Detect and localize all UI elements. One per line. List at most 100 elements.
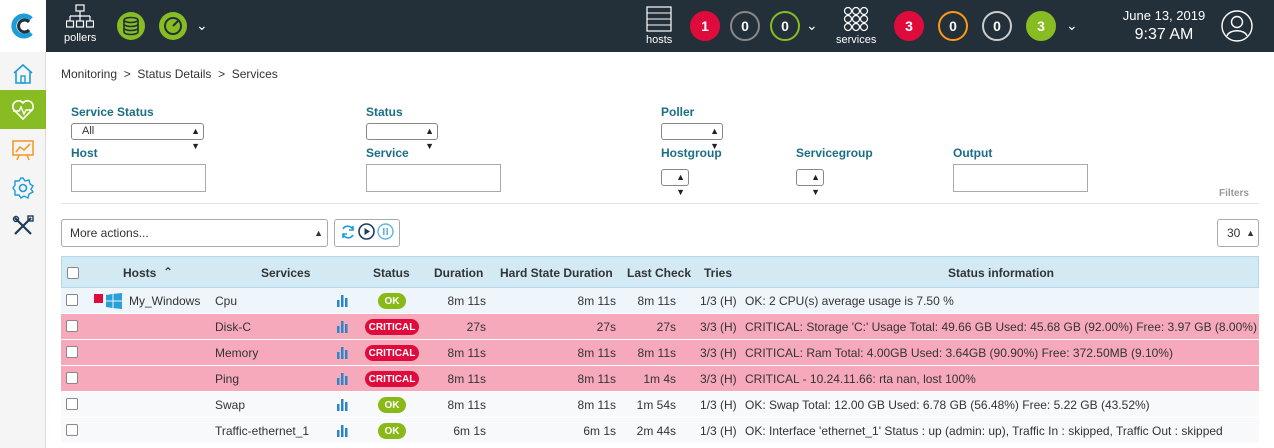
select-all-checkbox[interactable] [67,267,79,279]
output-input[interactable] [953,164,1088,192]
graph-icon[interactable] [336,321,350,333]
host-label: Host [71,146,98,160]
sidebar-item-configuration[interactable] [0,168,46,207]
table-row[interactable]: Ping CRITICAL 8m 11s 8m 11s 1m 4s 3/3 (H) CRIT… [61,366,1259,392]
col-status[interactable]: Status [373,266,410,280]
status-counter[interactable]: 0 [730,11,760,41]
hard-state-duration: 27s [596,320,616,334]
service-name[interactable]: Ping [215,372,240,386]
graph-icon[interactable] [336,347,350,359]
services-button[interactable]: services [836,6,876,46]
user-profile-button[interactable] [1221,10,1253,45]
table-row[interactable]: Disk-C CRITICAL 27s 27s 27s 3/3 (H) CRITICAL: … [61,314,1259,340]
filters-toggle[interactable]: Filters [1218,188,1249,199]
poller-select[interactable]: ▲ ▼ [661,123,723,151]
col-tries[interactable]: Tries [704,266,733,280]
table-row[interactable]: My_Windows Cpu OK 8m 11s 8m 11s 8m 11s 1/3 (H)… [61,288,1259,314]
more-actions-select[interactable]: More actions... ▲▼ [61,219,328,264]
status-counter[interactable]: 0 [938,11,968,41]
table-header: Hosts ⌃ Services Status Duration Hard St… [61,256,1259,288]
pause-button[interactable] [377,223,394,243]
services-label: services [836,34,877,46]
status-badge: OK [378,397,406,413]
last-check: 8m 11s [637,346,676,360]
status-counter[interactable]: 3 [1026,11,1056,41]
col-hard-state-duration[interactable]: Hard State Duration [500,266,613,280]
sidebar-item-home[interactable] [0,54,46,93]
refresh-button[interactable] [340,224,356,243]
graph-icon[interactable] [336,295,350,307]
status-information: OK: Swap Total: 12.00 GB Used: 6.78 GB (… [745,398,1150,412]
table-row[interactable]: Swap OK 8m 11s 8m 11s 1m 54s 1/3 (H) OK: Swap … [61,392,1259,418]
col-duration[interactable]: Duration [434,266,484,280]
row-checkbox[interactable] [66,294,78,306]
tools-icon [12,214,34,235]
breadcrumb[interactable]: Monitoring > Status Details > Services [61,67,278,81]
results-per-page-select[interactable]: 30 ▲▼ [1217,219,1259,264]
latency-status-icon[interactable] [158,11,188,44]
clock: June 13, 2019 9:37 AM [1104,8,1224,44]
chevron-down-icon[interactable]: ⌄ [806,17,818,33]
status-information: OK: Interface 'ethernet_1' Status : up (… [745,424,1223,438]
row-checkbox[interactable] [66,372,78,384]
service-name[interactable]: Memory [215,346,259,360]
status-badge: OK [378,293,406,309]
row-checkbox[interactable] [66,398,78,410]
hostgroup-select[interactable]: ▲ ▼ [661,169,689,197]
sidebar-item-monitoring[interactable] [0,90,46,129]
tries: 1/3 (H) [700,398,737,412]
host-state-indicator [94,294,103,303]
chevron-down-icon[interactable]: ⌄ [1066,17,1078,33]
pollers-button[interactable]: pollers [64,4,96,44]
col-status-information[interactable]: Status information [948,266,1055,280]
status-counter[interactable]: 3 [894,11,924,41]
gear-icon [12,176,35,199]
play-icon [358,223,375,240]
host-input[interactable] [71,164,206,192]
graph-icon[interactable] [336,399,350,411]
graph-icon[interactable] [336,373,350,385]
user-icon [1221,10,1253,42]
sort-asc-icon[interactable]: ⌃ [163,265,174,279]
status-counter[interactable]: 0 [982,11,1012,41]
database-status-icon[interactable] [116,11,146,44]
sidebar [0,52,46,448]
table-row[interactable]: Traffic-ethernet_1 OK 6m 1s 6m 1s 2m 44s 1/3 … [61,418,1259,444]
col-hosts[interactable]: Hosts [123,266,157,280]
tries: 3/3 (H) [700,320,737,334]
sidebar-item-administration[interactable] [0,206,46,245]
status-counter[interactable]: 1 [690,11,720,41]
hostgroup-label: Hostgroup [661,146,722,160]
service-status-select[interactable]: All ▲ ▼ [71,123,204,151]
col-services[interactable]: Services [261,266,311,280]
table-row[interactable]: Memory CRITICAL 8m 11s 8m 11s 8m 11s 3/3 (H) C… [61,340,1259,366]
duration: 8m 11s [447,372,486,386]
hard-state-duration: 6m 1s [583,424,616,438]
servicegroup-select[interactable]: ▲ ▼ [796,169,824,197]
status-counter[interactable]: 0 [770,11,800,41]
windows-icon [106,293,122,309]
last-check: 27s [656,320,676,334]
row-checkbox[interactable] [66,320,78,332]
row-checkbox[interactable] [66,346,78,358]
refresh-controls [334,219,400,247]
sidebar-item-reporting[interactable] [0,130,46,169]
service-status-value: All [82,125,95,137]
status-information: CRITICAL: Ram Total: 4.00GB Used: 3.64GB… [745,346,1173,360]
status-select[interactable]: ▲ ▼ [366,123,438,151]
chevron-down-icon[interactable]: ⌄ [196,17,208,33]
per-page-value: 30 [1227,226,1241,240]
service-input[interactable] [366,164,501,192]
centreon-logo[interactable] [0,0,46,52]
play-button[interactable] [358,223,375,243]
hosts-button[interactable]: hosts [646,6,672,46]
service-name[interactable]: Cpu [215,294,238,308]
service-name[interactable]: Disk-C [215,320,251,334]
col-last-check[interactable]: Last Check [627,266,692,280]
service-name[interactable]: Traffic-ethernet_1 [215,424,310,438]
graph-icon[interactable] [336,425,350,437]
service-status-label: Service Status [71,105,154,119]
row-checkbox[interactable] [66,424,78,436]
host-name[interactable]: My_Windows [129,294,201,308]
service-name[interactable]: Swap [215,398,246,412]
